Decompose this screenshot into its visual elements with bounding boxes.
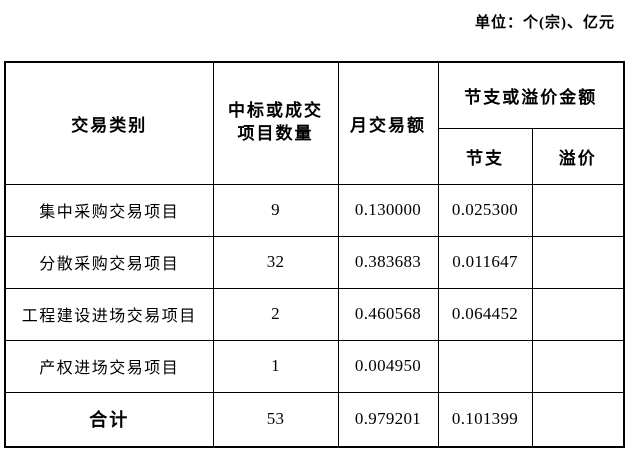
- cell-savings: 0.011647: [437, 235, 533, 289]
- cell-savings: 0.025300: [437, 183, 533, 237]
- table-row: 集中采购交易项目 9 0.130000 0.025300: [4, 183, 625, 237]
- cell-total-savings: 0.101399: [437, 391, 533, 448]
- table-row: 工程建设进场交易项目 2 0.460568 0.064452: [4, 287, 625, 341]
- cell-count: 2: [212, 287, 339, 341]
- header-category: 交易类别: [4, 61, 214, 185]
- header-project-count: 中标或成交 项目数量: [212, 61, 339, 185]
- table-row: 分散采购交易项目 32 0.383683 0.011647: [4, 235, 625, 289]
- cell-category: 产权进场交易项目: [4, 339, 214, 393]
- cell-count: 32: [212, 235, 339, 289]
- cell-monthly: 0.004950: [337, 339, 439, 393]
- header-row-2: 节支 溢价: [5, 127, 625, 185]
- unit-note: 单位：个(宗)、亿元: [475, 15, 615, 31]
- cell-count: 9: [212, 183, 339, 237]
- cell-premium: [531, 235, 625, 289]
- total-row: 合计 53 0.979201 0.101399: [4, 391, 625, 448]
- cell-premium: [531, 287, 625, 341]
- cell-premium: [531, 183, 625, 237]
- header-premium: 溢价: [531, 127, 625, 185]
- cell-total-label: 合计: [4, 391, 214, 448]
- header-savings-or-premium: 节支或溢价金额: [437, 61, 625, 129]
- cell-category: 集中采购交易项目: [4, 183, 214, 237]
- header-savings: 节支: [437, 127, 533, 185]
- cell-total-monthly: 0.979201: [337, 391, 439, 448]
- cell-category: 分散采购交易项目: [4, 235, 214, 289]
- cell-monthly: 0.460568: [337, 287, 439, 341]
- transactions-table: 交易类别 中标或成交 项目数量 月交易额 节支或溢价金额 节支 溢价 集中采购交…: [4, 61, 625, 448]
- cell-savings: 0.064452: [437, 287, 533, 341]
- cell-savings: [437, 339, 533, 393]
- cell-total-premium: [531, 391, 625, 448]
- cell-monthly: 0.383683: [337, 235, 439, 289]
- cell-total-count: 53: [212, 391, 339, 448]
- cell-category: 工程建设进场交易项目: [4, 287, 214, 341]
- header-row-1: 交易类别 中标或成交 项目数量 月交易额 节支或溢价金额: [4, 61, 625, 185]
- cell-count: 1: [212, 339, 339, 393]
- cell-monthly: 0.130000: [337, 183, 439, 237]
- cell-premium: [531, 339, 625, 393]
- table-row: 产权进场交易项目 1 0.004950: [4, 339, 625, 393]
- header-monthly-volume: 月交易额: [337, 61, 439, 185]
